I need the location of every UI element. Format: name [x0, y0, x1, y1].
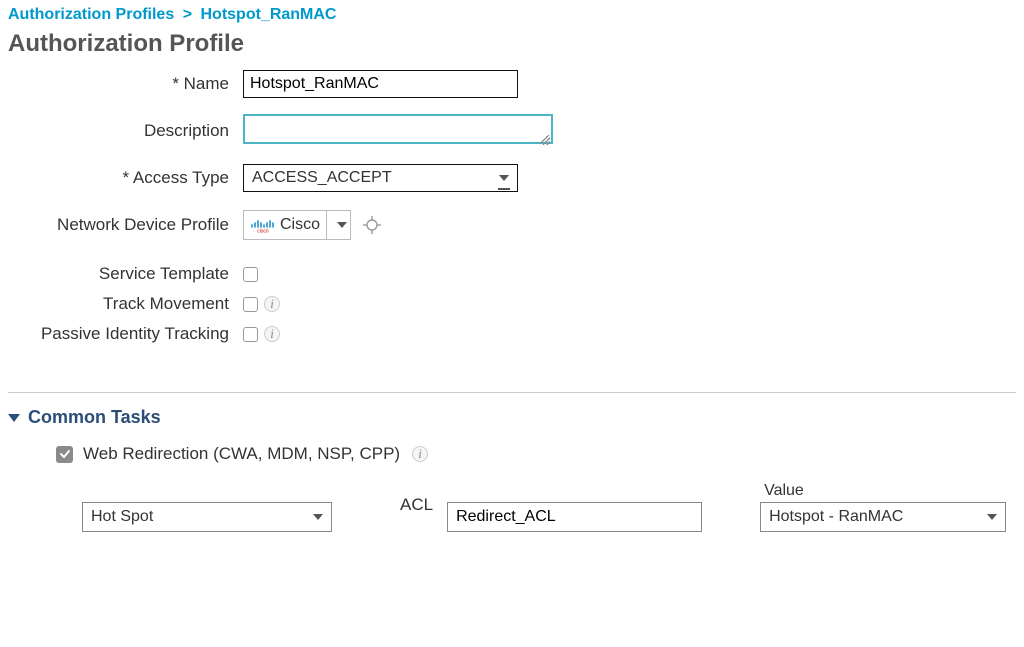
chevron-down-icon	[499, 175, 509, 181]
row-track-movement: Track Movement i	[18, 294, 1016, 314]
label-track-movement: Track Movement	[18, 294, 243, 314]
ndp-dropdown-button[interactable]	[327, 210, 351, 240]
info-icon[interactable]: i	[412, 446, 428, 462]
description-input[interactable]	[243, 114, 553, 144]
row-web-redirection: Web Redirection (CWA, MDM, NSP, CPP) i	[56, 444, 1016, 464]
access-type-select[interactable]: ACCESS_ACCEPT	[243, 164, 518, 192]
value-select-value: Hotspot - RanMAC	[769, 508, 903, 526]
chevron-down-icon	[987, 514, 997, 520]
common-tasks-title: Common Tasks	[28, 407, 161, 428]
section-divider	[8, 392, 1016, 393]
label-value: Value	[764, 482, 1006, 500]
form-area: * Name Description * Access Type ACCESS_…	[18, 70, 1016, 344]
access-type-value: ACCESS_ACCEPT	[252, 169, 392, 187]
redirection-type-select[interactable]: Hot Spot	[82, 502, 332, 532]
ndp-select[interactable]: cisco Cisco	[243, 210, 327, 240]
label-passive-identity: Passive Identity Tracking	[18, 324, 243, 344]
ndp-value: Cisco	[280, 216, 320, 234]
value-select[interactable]: Hotspot - RanMAC	[760, 502, 1006, 532]
ndp-group: cisco Cisco	[243, 210, 383, 240]
svg-text:cisco: cisco	[257, 229, 269, 234]
label-ndp: Network Device Profile	[18, 215, 243, 235]
label-description: Description	[18, 121, 243, 141]
track-movement-checkbox[interactable]	[243, 297, 258, 312]
page-title: Authorization Profile	[8, 30, 1016, 58]
label-access-type: * Access Type	[18, 168, 243, 188]
row-passive-identity: Passive Identity Tracking i	[18, 324, 1016, 344]
acl-input[interactable]	[447, 502, 702, 532]
web-redirection-controls: Hot Spot ACL Value Hotspot - RanMAC	[82, 482, 1016, 532]
row-name: * Name	[18, 70, 1016, 98]
web-redirection-label: Web Redirection (CWA, MDM, NSP, CPP)	[83, 444, 400, 464]
name-input[interactable]	[243, 70, 518, 98]
value-column: Value Hotspot - RanMAC	[760, 482, 1006, 532]
breadcrumb-separator: >	[183, 6, 192, 23]
web-redirection-checkbox[interactable]	[56, 446, 73, 463]
breadcrumb-parent[interactable]: Authorization Profiles	[8, 6, 174, 23]
label-name: * Name	[18, 74, 243, 94]
breadcrumb: Authorization Profiles > Hotspot_RanMAC	[8, 6, 1016, 24]
row-access-type: * Access Type ACCESS_ACCEPT	[18, 164, 1016, 192]
chevron-down-icon	[337, 222, 347, 228]
common-tasks-header[interactable]: Common Tasks	[8, 407, 1016, 428]
service-template-checkbox[interactable]	[243, 267, 258, 282]
row-service-template: Service Template	[18, 264, 1016, 284]
cisco-logo-icon: cisco	[250, 217, 276, 233]
collapse-icon	[8, 414, 20, 422]
row-ndp: Network Device Profile	[18, 210, 1016, 240]
label-service-template: Service Template	[18, 264, 243, 284]
label-acl: ACL	[400, 495, 433, 519]
row-description: Description	[18, 114, 1016, 148]
redirection-type-value: Hot Spot	[91, 508, 153, 526]
breadcrumb-current: Hotspot_RanMAC	[200, 6, 336, 23]
info-icon[interactable]: i	[264, 296, 280, 312]
chevron-down-icon	[313, 514, 323, 520]
info-icon[interactable]: i	[264, 326, 280, 342]
target-icon[interactable]	[361, 214, 383, 236]
passive-identity-checkbox[interactable]	[243, 327, 258, 342]
